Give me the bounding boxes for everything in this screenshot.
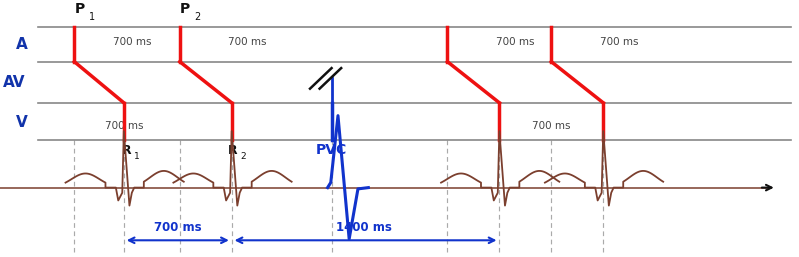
Text: PVC: PVC — [316, 143, 348, 157]
Text: R: R — [228, 144, 237, 157]
Text: A: A — [16, 38, 27, 52]
Text: 1400 ms: 1400 ms — [336, 221, 392, 234]
Text: P: P — [180, 2, 190, 16]
Text: 700 ms: 700 ms — [105, 121, 143, 131]
Text: V: V — [16, 115, 27, 130]
Text: R: R — [121, 144, 131, 157]
Text: 700 ms: 700 ms — [113, 38, 151, 47]
Text: AV: AV — [3, 75, 26, 90]
Text: 2: 2 — [194, 12, 201, 22]
Text: 2: 2 — [240, 152, 246, 161]
Text: 1: 1 — [134, 152, 140, 161]
Text: 700 ms: 700 ms — [532, 121, 570, 131]
Text: 700 ms: 700 ms — [153, 221, 201, 234]
Text: 700 ms: 700 ms — [229, 38, 267, 47]
Text: 1: 1 — [89, 12, 95, 22]
Text: 700 ms: 700 ms — [496, 38, 535, 47]
Text: 700 ms: 700 ms — [600, 38, 638, 47]
Text: P: P — [74, 2, 85, 16]
